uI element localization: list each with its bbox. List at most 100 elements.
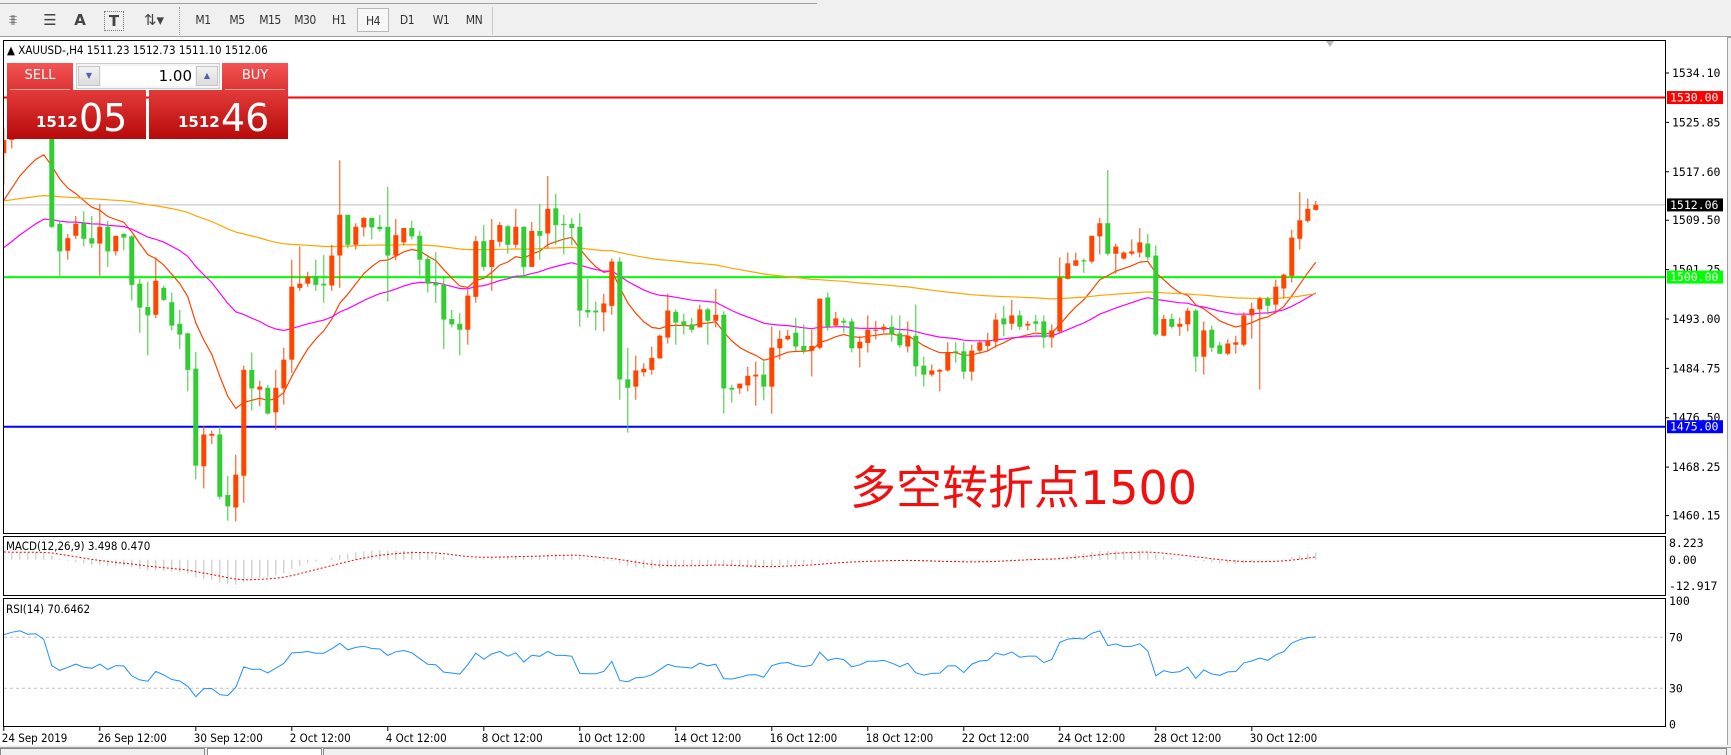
candle-body xyxy=(985,340,991,346)
candle xyxy=(1185,307,1191,332)
timeframe-mn-button[interactable]: MN xyxy=(465,13,483,27)
candle-body xyxy=(761,374,767,387)
candle-body xyxy=(1241,315,1247,345)
text-icon[interactable]: A xyxy=(74,11,86,29)
candle xyxy=(193,351,199,480)
candle-body xyxy=(665,310,671,338)
candle xyxy=(601,293,607,332)
time-tick-label: 28 Oct 12:00 xyxy=(1154,731,1221,745)
timeframe-d1-button[interactable]: D1 xyxy=(399,13,415,27)
candle xyxy=(369,217,375,240)
rsi-axis-label: 0 xyxy=(1669,718,1676,732)
candle-body xyxy=(481,241,487,267)
chart-tab-active[interactable] xyxy=(207,748,322,755)
candle-body xyxy=(265,387,271,414)
sell-price-button[interactable]: 1512 05 xyxy=(7,90,146,139)
candle xyxy=(497,222,503,247)
candle-body xyxy=(313,275,319,285)
candle-body xyxy=(289,286,295,360)
timeframe-h1-button[interactable]: H1 xyxy=(332,13,347,27)
buy-button[interactable]: BUY xyxy=(222,63,288,90)
candle-body xyxy=(1153,255,1159,335)
time-tick-label: 2 Oct 12:00 xyxy=(290,731,351,745)
timeframe-m15-button[interactable]: M15 xyxy=(259,13,281,27)
fibo-expansion-icon[interactable]: ⩨ xyxy=(8,11,18,29)
candle xyxy=(1001,305,1007,337)
candle-body xyxy=(1025,323,1031,326)
candle xyxy=(929,364,935,377)
candle xyxy=(1121,251,1127,260)
candle-body xyxy=(1017,315,1023,327)
candle-body xyxy=(489,239,495,267)
arrows-icon[interactable]: ⇅▾ xyxy=(143,11,165,29)
text-label-icon[interactable]: T xyxy=(104,11,124,31)
candle xyxy=(169,292,175,331)
upper-toolbar-strip xyxy=(0,0,817,4)
candle xyxy=(481,225,487,271)
candle xyxy=(1233,335,1239,354)
lot-input[interactable] xyxy=(101,66,195,86)
timeframe-h4-button[interactable]: H4 xyxy=(357,8,389,32)
candle xyxy=(81,211,87,247)
price-tick-label: 1460.15 xyxy=(1672,509,1720,523)
timeframe-m1-button[interactable]: M1 xyxy=(195,13,211,27)
candle-body xyxy=(777,338,783,349)
sell-button[interactable]: SELL xyxy=(7,63,73,90)
timeframe-w1-button[interactable]: W1 xyxy=(432,13,450,27)
candle xyxy=(849,318,855,353)
fibo-channel-icon[interactable]: ☰ xyxy=(43,11,57,29)
candle-body xyxy=(577,226,583,311)
candle-body xyxy=(417,235,423,260)
candle xyxy=(793,317,799,352)
candle xyxy=(1193,308,1199,372)
candle xyxy=(865,315,871,353)
candle xyxy=(1225,339,1231,356)
candle xyxy=(1289,229,1295,283)
candle xyxy=(449,310,455,328)
candle xyxy=(513,208,519,248)
candle-body xyxy=(745,375,751,386)
candle-body xyxy=(793,332,799,347)
candle xyxy=(1073,252,1079,266)
moving-averages xyxy=(4,154,1317,410)
candle xyxy=(1025,320,1031,331)
candle xyxy=(1177,317,1183,336)
candle xyxy=(1137,228,1143,258)
chart-shift-marker-icon[interactable] xyxy=(1326,41,1334,47)
candle-body xyxy=(801,345,807,351)
candle-body xyxy=(1137,242,1143,253)
price-tag-1500.00 xyxy=(1667,270,1723,284)
candle-body xyxy=(1177,323,1183,327)
candle-body xyxy=(689,324,695,330)
lot-decrease-icon[interactable]: ▼ xyxy=(78,66,100,86)
price-tick-label: 1534.10 xyxy=(1672,66,1721,80)
rsi-axis-label: 30 xyxy=(1669,681,1683,695)
chart-annotation[interactable]: 多空转折点1500 xyxy=(850,461,1198,515)
timeframe-m5-button[interactable]: M5 xyxy=(229,13,245,27)
candle xyxy=(1169,313,1175,329)
chart-tab[interactable] xyxy=(323,748,1727,755)
candle-body xyxy=(625,379,631,388)
candle-body xyxy=(425,259,431,284)
candle xyxy=(825,292,831,331)
chart-tab[interactable] xyxy=(0,748,205,755)
candle xyxy=(681,313,687,335)
candle-body xyxy=(449,318,455,325)
candle-body xyxy=(929,370,935,375)
candle xyxy=(1209,325,1215,352)
candle xyxy=(593,301,599,331)
candle-body xyxy=(473,241,479,297)
candle xyxy=(753,361,759,406)
timeframe-m30-button[interactable]: M30 xyxy=(294,13,316,27)
candle xyxy=(897,315,903,348)
candle xyxy=(857,336,863,368)
candle-body xyxy=(505,226,511,245)
candle-body xyxy=(1201,330,1207,357)
candle xyxy=(377,214,383,232)
candle-body xyxy=(329,255,335,286)
candle-body xyxy=(105,226,111,252)
candle xyxy=(625,347,631,433)
lot-increase-icon[interactable]: ▲ xyxy=(196,66,218,86)
buy-price-button[interactable]: 1512 46 xyxy=(149,90,288,139)
